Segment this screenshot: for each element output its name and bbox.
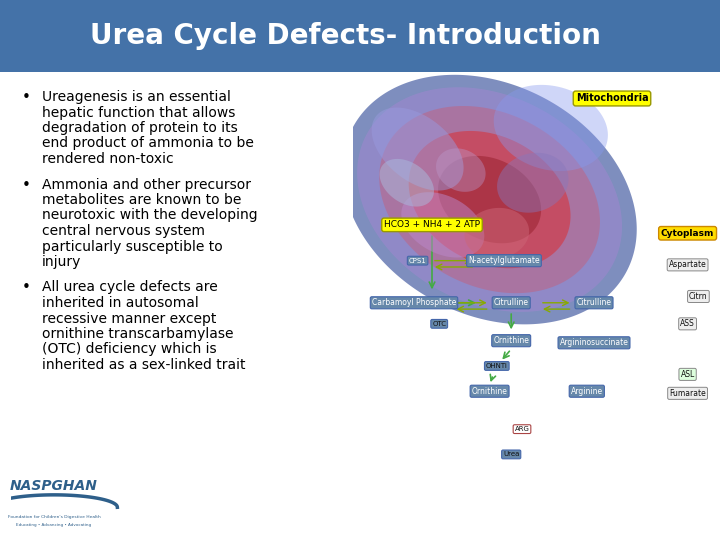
Text: CPS1: CPS1 — [409, 258, 426, 264]
Text: hepatic function that allows: hepatic function that allows — [42, 105, 235, 119]
Text: Arginine: Arginine — [571, 387, 603, 396]
Polygon shape — [372, 107, 464, 191]
Polygon shape — [401, 192, 485, 258]
Text: •: • — [22, 280, 31, 295]
Text: rendered non-toxic: rendered non-toxic — [42, 152, 174, 166]
Polygon shape — [409, 131, 570, 268]
Text: Carbamoyl Phosphate: Carbamoyl Phosphate — [372, 298, 456, 307]
Text: Citrn: Citrn — [689, 292, 708, 301]
Polygon shape — [343, 75, 636, 325]
Text: central nervous system: central nervous system — [42, 224, 205, 238]
Text: •: • — [22, 90, 31, 105]
Text: Urea Cycle Defects- Introduction: Urea Cycle Defects- Introduction — [90, 22, 601, 50]
Text: neurotoxic with the developing: neurotoxic with the developing — [42, 208, 258, 222]
Polygon shape — [464, 208, 529, 259]
Text: ornithine transcarbamylase: ornithine transcarbamylase — [42, 327, 233, 341]
Text: Fumarate: Fumarate — [669, 389, 706, 398]
Text: N-acetylglutamate: N-acetylglutamate — [468, 256, 540, 265]
Text: Citrulline: Citrulline — [577, 298, 611, 307]
Text: end product of ammonia to be: end product of ammonia to be — [42, 137, 254, 151]
Text: Citrulline: Citrulline — [494, 298, 528, 307]
Text: recessive manner except: recessive manner except — [42, 312, 217, 326]
Text: degradation of protein to its: degradation of protein to its — [42, 121, 238, 135]
Text: Foundation for Children's Digestive Health: Foundation for Children's Digestive Heal… — [8, 515, 100, 519]
Polygon shape — [436, 148, 485, 192]
Text: •: • — [22, 178, 31, 192]
Text: injury: injury — [42, 255, 81, 269]
Text: OHNTi: OHNTi — [486, 363, 508, 369]
Text: metabolites are known to be: metabolites are known to be — [42, 193, 241, 207]
Text: All urea cycle defects are: All urea cycle defects are — [42, 280, 217, 294]
Text: Ammonia and other precursor: Ammonia and other precursor — [42, 178, 251, 192]
Text: inherited in autosomal: inherited in autosomal — [42, 296, 199, 310]
Text: NASPGHAN: NASPGHAN — [10, 479, 98, 493]
Text: ARG: ARG — [515, 426, 529, 432]
Text: HCO3 + NH4 + 2 ATP: HCO3 + NH4 + 2 ATP — [384, 220, 480, 230]
Text: ASS: ASS — [680, 319, 695, 328]
Text: Mitochondria: Mitochondria — [576, 93, 648, 104]
Text: Cytoplasm: Cytoplasm — [661, 229, 714, 238]
Text: Ornithine: Ornithine — [472, 387, 508, 396]
Text: Educating • Advancing • Advocating: Educating • Advancing • Advocating — [17, 523, 91, 526]
Text: Ornithine: Ornithine — [493, 336, 529, 345]
Text: Ureagenesis is an essential: Ureagenesis is an essential — [42, 90, 231, 104]
Polygon shape — [379, 106, 600, 293]
Text: (OTC) deficiency which is: (OTC) deficiency which is — [42, 342, 217, 356]
Text: Argininosuccinate: Argininosuccinate — [559, 338, 629, 347]
Text: inherited as a sex-linked trait: inherited as a sex-linked trait — [42, 358, 246, 372]
Polygon shape — [438, 156, 541, 243]
Polygon shape — [379, 159, 434, 206]
Text: Aspartate: Aspartate — [669, 260, 706, 269]
Text: particularly susceptible to: particularly susceptible to — [42, 240, 222, 253]
Text: Urea: Urea — [503, 451, 519, 457]
Text: ASL: ASL — [680, 370, 695, 379]
Polygon shape — [357, 87, 622, 312]
Polygon shape — [497, 153, 569, 213]
Bar — [0, 0, 720, 72]
Polygon shape — [494, 85, 608, 171]
Text: OTC: OTC — [432, 321, 446, 327]
